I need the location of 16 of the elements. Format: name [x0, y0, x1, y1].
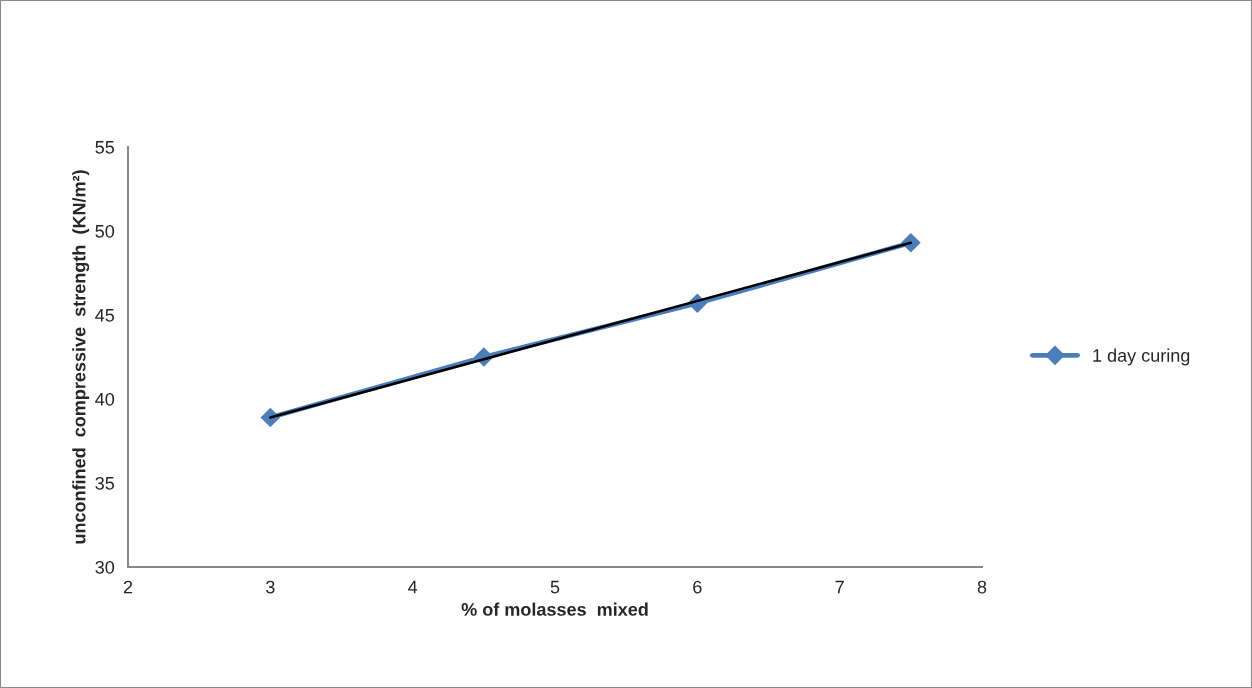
- x-tick-label: 7: [835, 580, 844, 594]
- x-tick-label: 5: [550, 580, 560, 594]
- y-tick-label: 35: [95, 476, 115, 490]
- legend-label: 1 day curing: [1093, 348, 1190, 366]
- y-tick-label: 55: [95, 141, 115, 154]
- x-tick-label: 3: [266, 580, 275, 594]
- x-tick-label: 6: [693, 580, 702, 594]
- y-axis-title: unconfined compressive strength (KN/m²): [72, 170, 90, 544]
- x-tick-label: 8: [977, 580, 987, 594]
- y-tick-label: 45: [95, 309, 115, 322]
- x-tick-label: 4: [408, 580, 418, 594]
- y-tick-label: 30: [95, 560, 115, 574]
- y-tick-label: 40: [95, 392, 115, 406]
- y-tick-label: 50: [95, 224, 115, 238]
- x-tick-label: 2: [123, 580, 133, 594]
- x-axis-title: % of molasses mixed: [461, 602, 648, 616]
